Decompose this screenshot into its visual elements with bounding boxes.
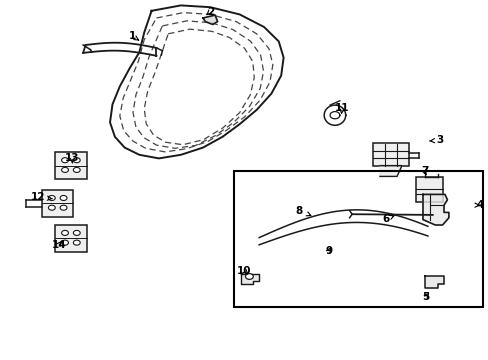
Bar bbox=[42, 190, 73, 217]
Circle shape bbox=[61, 158, 68, 163]
Text: 14: 14 bbox=[51, 240, 66, 250]
Circle shape bbox=[61, 240, 68, 245]
Circle shape bbox=[245, 274, 253, 279]
Polygon shape bbox=[240, 274, 259, 284]
Circle shape bbox=[48, 195, 55, 201]
Bar bbox=[233, 171, 482, 307]
Circle shape bbox=[48, 205, 55, 210]
Bar bbox=[415, 177, 442, 202]
Text: 2: 2 bbox=[206, 6, 213, 17]
Text: 1: 1 bbox=[128, 31, 139, 41]
Polygon shape bbox=[422, 194, 448, 225]
Circle shape bbox=[73, 230, 80, 235]
Text: 9: 9 bbox=[325, 246, 331, 256]
Text: 13: 13 bbox=[65, 153, 80, 163]
Text: 12: 12 bbox=[31, 192, 52, 202]
Circle shape bbox=[73, 167, 80, 172]
Text: 7: 7 bbox=[420, 166, 427, 176]
Polygon shape bbox=[425, 276, 443, 288]
Polygon shape bbox=[379, 166, 401, 176]
Circle shape bbox=[73, 240, 80, 245]
Text: 10: 10 bbox=[237, 266, 251, 276]
Text: 3: 3 bbox=[428, 135, 443, 145]
Text: 4: 4 bbox=[474, 200, 483, 210]
Circle shape bbox=[61, 230, 68, 235]
Bar bbox=[372, 143, 408, 166]
Circle shape bbox=[73, 158, 80, 163]
Circle shape bbox=[60, 205, 67, 210]
Text: 11: 11 bbox=[334, 103, 349, 113]
Polygon shape bbox=[203, 15, 217, 24]
Text: 5: 5 bbox=[421, 292, 428, 302]
Bar bbox=[55, 225, 86, 252]
Text: 8: 8 bbox=[295, 206, 310, 216]
Text: 6: 6 bbox=[382, 214, 393, 224]
Circle shape bbox=[61, 167, 68, 172]
Circle shape bbox=[60, 195, 67, 201]
Bar bbox=[55, 152, 86, 179]
